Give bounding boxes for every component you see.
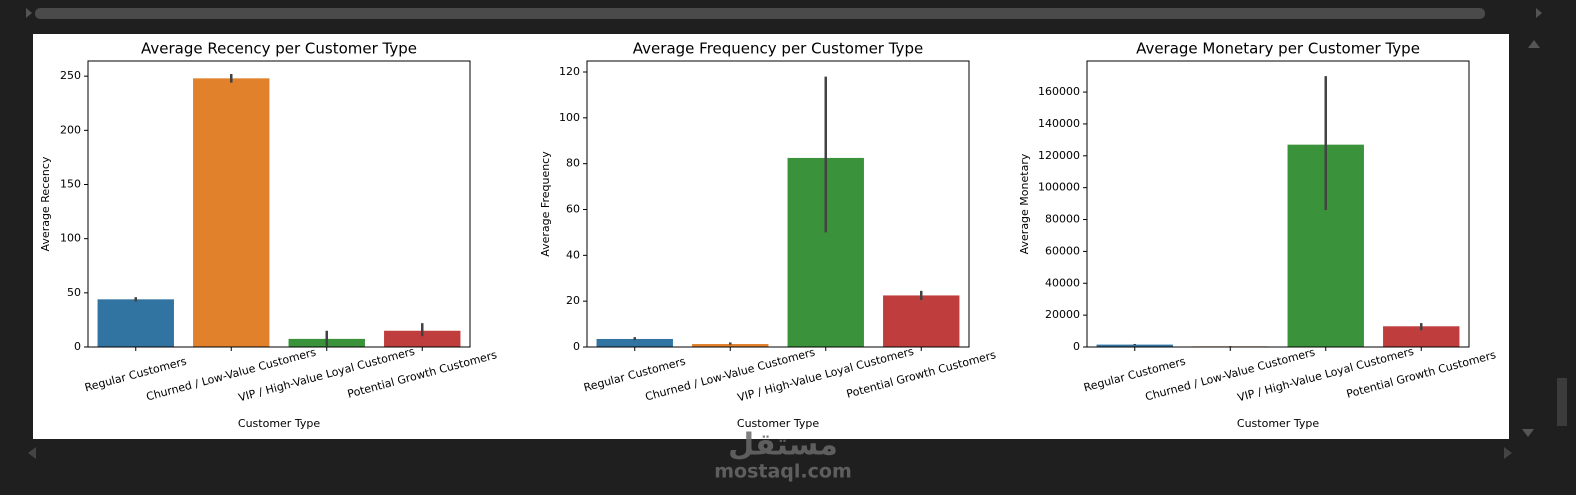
y-tick-label: 200 (60, 123, 81, 136)
horizontal-scrollbar[interactable] (35, 8, 1485, 19)
chart-title: Average Frequency per Customer Type (633, 40, 923, 58)
y-tick-label: 160000 (1038, 85, 1080, 98)
y-tick-label: 20 (566, 294, 580, 307)
y-tick-label: 0 (74, 340, 81, 353)
y-tick-label: 150 (60, 178, 81, 191)
x-axis-label: Customer Type (1237, 417, 1319, 430)
y-tick-label: 50 (67, 286, 81, 299)
bar (193, 78, 270, 347)
x-axis-label: Customer Type (238, 417, 320, 430)
y-axis-label: Average Frequency (539, 151, 552, 257)
y-tick-label: 40 (566, 248, 580, 261)
y-tick-label: 80 (566, 157, 580, 170)
y-tick-label: 80000 (1045, 213, 1080, 226)
y-tick-label: 100 (60, 232, 81, 245)
y-tick-label: 0 (1073, 340, 1080, 353)
bar (596, 338, 673, 347)
bar (1383, 326, 1460, 347)
bar (692, 344, 769, 347)
scroll-down-arrow[interactable] (1522, 429, 1534, 437)
y-tick-label: 0 (573, 340, 580, 353)
y-tick-label: 60000 (1045, 244, 1080, 257)
y-tick-label: 120000 (1038, 149, 1080, 162)
bar (1096, 344, 1173, 347)
y-axis-label: Average Monetary (1018, 153, 1031, 254)
y-tick-label: 140000 (1038, 117, 1080, 130)
watermark: mostaql.com (714, 461, 852, 483)
chart-title: Average Recency per Customer Type (141, 40, 417, 58)
y-tick-label: 100 (559, 111, 580, 124)
y-tick-label: 120 (559, 65, 580, 78)
y-tick-label: 20000 (1045, 308, 1080, 321)
y-tick-label: 60 (566, 203, 580, 216)
y-axis-label: Average Recency (39, 156, 52, 251)
y-tick-label: 250 (60, 69, 81, 82)
output-panel (33, 34, 1509, 439)
y-tick-label: 100000 (1038, 181, 1080, 194)
scroll-up-arrow[interactable] (1528, 40, 1540, 48)
watermark-logo: مستقل (728, 428, 838, 463)
bottom-scroll-right[interactable] (1504, 447, 1512, 459)
plot-frame (1086, 60, 1470, 348)
bar (883, 295, 960, 347)
bar (97, 299, 174, 347)
x-axis-label: Customer Type (737, 417, 819, 430)
plot-frame (586, 60, 970, 348)
scroll-right-arrow[interactable] (1536, 8, 1542, 18)
vertical-scrollbar[interactable] (1557, 378, 1567, 426)
scroll-left-arrow[interactable] (26, 8, 32, 18)
plot-frame (87, 60, 471, 348)
bottom-scroll-left[interactable] (28, 447, 36, 459)
chart-title: Average Monetary per Customer Type (1136, 40, 1420, 58)
y-tick-label: 40000 (1045, 276, 1080, 289)
bar (384, 330, 461, 347)
